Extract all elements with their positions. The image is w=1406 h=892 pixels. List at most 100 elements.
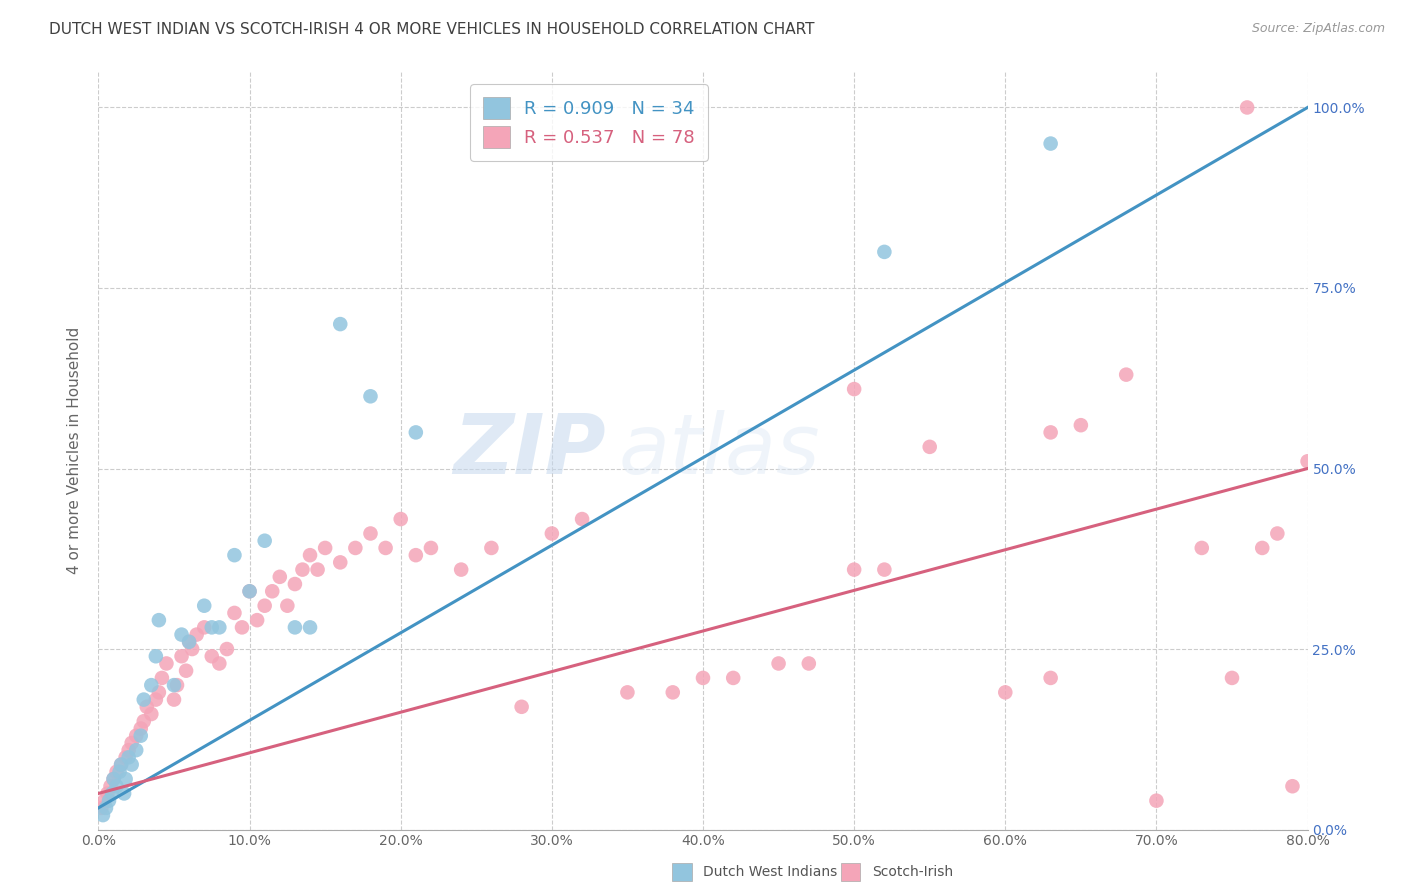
Point bbox=[155, 657, 177, 671]
Point bbox=[108, 764, 131, 779]
Point bbox=[215, 642, 238, 657]
Point bbox=[98, 794, 121, 808]
Point bbox=[314, 541, 336, 555]
Text: Source: ZipAtlas.com: Source: ZipAtlas.com bbox=[1251, 22, 1385, 36]
Point bbox=[1220, 671, 1243, 685]
Point bbox=[661, 685, 683, 699]
Point bbox=[101, 787, 124, 801]
Point bbox=[100, 779, 122, 793]
Point bbox=[994, 685, 1017, 699]
Point bbox=[170, 649, 193, 664]
Point bbox=[90, 801, 112, 815]
Point bbox=[262, 584, 284, 599]
Point bbox=[132, 692, 155, 706]
Point bbox=[105, 764, 128, 779]
Point bbox=[269, 570, 291, 584]
Point bbox=[844, 563, 866, 577]
Point bbox=[121, 736, 143, 750]
Point bbox=[1039, 671, 1062, 685]
Point bbox=[450, 563, 472, 577]
Point bbox=[93, 794, 115, 808]
Point bbox=[193, 599, 215, 613]
Point bbox=[616, 685, 638, 699]
Text: DUTCH WEST INDIAN VS SCOTCH-IRISH 4 OR MORE VEHICLES IN HOUSEHOLD CORRELATION CH: DUTCH WEST INDIAN VS SCOTCH-IRISH 4 OR M… bbox=[49, 22, 814, 37]
Point bbox=[1039, 136, 1062, 151]
Point bbox=[114, 750, 136, 764]
Point bbox=[239, 584, 262, 599]
Point bbox=[299, 548, 322, 562]
Point bbox=[246, 613, 269, 627]
Point bbox=[150, 671, 173, 685]
Point bbox=[307, 563, 329, 577]
Point bbox=[1296, 454, 1319, 468]
Point bbox=[374, 541, 396, 555]
Point bbox=[201, 649, 224, 664]
Point bbox=[299, 620, 322, 634]
Point bbox=[186, 627, 208, 641]
Point bbox=[1251, 541, 1274, 555]
Point bbox=[329, 555, 352, 569]
Point bbox=[284, 620, 307, 634]
Point bbox=[125, 729, 148, 743]
Point bbox=[405, 548, 427, 562]
Point bbox=[1115, 368, 1137, 382]
Point bbox=[540, 526, 562, 541]
Point bbox=[389, 512, 412, 526]
Point bbox=[148, 685, 170, 699]
Point bbox=[148, 613, 170, 627]
Point bbox=[179, 635, 201, 649]
Point bbox=[125, 743, 148, 757]
Point bbox=[844, 382, 866, 396]
Point bbox=[163, 692, 186, 706]
Point bbox=[723, 671, 745, 685]
Point bbox=[360, 389, 382, 403]
Point bbox=[145, 692, 167, 706]
Point bbox=[692, 671, 714, 685]
Point bbox=[129, 722, 152, 736]
Point bbox=[571, 512, 593, 526]
Point bbox=[918, 440, 941, 454]
Point bbox=[145, 649, 167, 664]
Point bbox=[231, 620, 253, 634]
Point bbox=[135, 699, 157, 714]
Point bbox=[284, 577, 307, 591]
Point bbox=[797, 657, 820, 671]
Point bbox=[141, 706, 163, 721]
Point bbox=[1236, 100, 1258, 114]
Point bbox=[166, 678, 188, 692]
Point bbox=[91, 808, 114, 822]
Text: Dutch West Indians: Dutch West Indians bbox=[703, 865, 837, 880]
Point bbox=[114, 772, 136, 786]
Point bbox=[110, 757, 132, 772]
Legend: R = 0.909   N = 34, R = 0.537   N = 78: R = 0.909 N = 34, R = 0.537 N = 78 bbox=[470, 84, 707, 161]
Point bbox=[118, 750, 141, 764]
Point bbox=[103, 772, 125, 786]
Point bbox=[129, 729, 152, 743]
Text: ZIP: ZIP bbox=[454, 410, 606, 491]
Point bbox=[329, 317, 352, 331]
Point bbox=[1281, 779, 1303, 793]
Point bbox=[94, 801, 117, 815]
Point bbox=[481, 541, 503, 555]
Point bbox=[170, 627, 193, 641]
Point bbox=[405, 425, 427, 440]
Text: atlas: atlas bbox=[619, 410, 820, 491]
Point bbox=[112, 787, 135, 801]
Point bbox=[193, 620, 215, 634]
Point bbox=[253, 533, 276, 548]
Point bbox=[1146, 794, 1168, 808]
Point bbox=[253, 599, 276, 613]
Point bbox=[174, 664, 197, 678]
Y-axis label: 4 or more Vehicles in Household: 4 or more Vehicles in Household bbox=[67, 326, 83, 574]
Point bbox=[110, 757, 132, 772]
Point bbox=[141, 678, 163, 692]
Point bbox=[276, 599, 298, 613]
Point bbox=[208, 620, 231, 634]
Point bbox=[208, 657, 231, 671]
Point bbox=[360, 526, 382, 541]
Point bbox=[510, 699, 533, 714]
Point bbox=[181, 642, 204, 657]
Point bbox=[873, 563, 896, 577]
Point bbox=[420, 541, 443, 555]
Point bbox=[1039, 425, 1062, 440]
